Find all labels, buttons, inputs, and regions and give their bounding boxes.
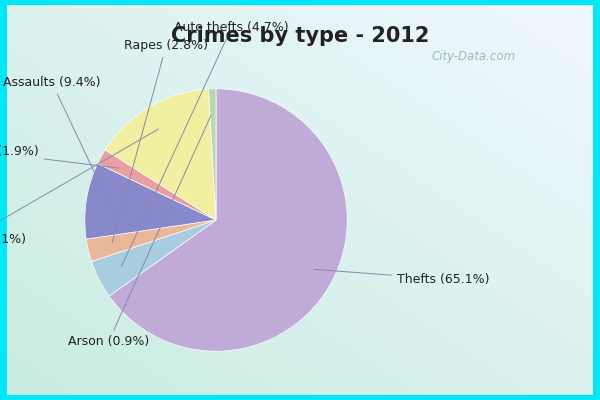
Wedge shape (109, 89, 347, 351)
Text: Thefts (65.1%): Thefts (65.1%) (314, 269, 490, 286)
Wedge shape (92, 220, 216, 296)
Wedge shape (85, 164, 216, 239)
Text: Auto thefts (4.7%): Auto thefts (4.7%) (121, 21, 289, 267)
Text: Arson (0.9%): Arson (0.9%) (68, 115, 211, 348)
Wedge shape (86, 220, 216, 262)
Text: City-Data.com: City-Data.com (432, 50, 516, 63)
Text: Rapes (2.8%): Rapes (2.8%) (112, 39, 208, 243)
Wedge shape (105, 89, 216, 220)
Text: Burglaries (15.1%): Burglaries (15.1%) (0, 129, 158, 246)
Text: Assaults (9.4%): Assaults (9.4%) (3, 76, 109, 202)
Text: Crimes by type - 2012: Crimes by type - 2012 (171, 26, 429, 46)
Text: Robberies (1.9%): Robberies (1.9%) (0, 145, 119, 168)
Wedge shape (209, 89, 216, 220)
Wedge shape (98, 150, 216, 220)
